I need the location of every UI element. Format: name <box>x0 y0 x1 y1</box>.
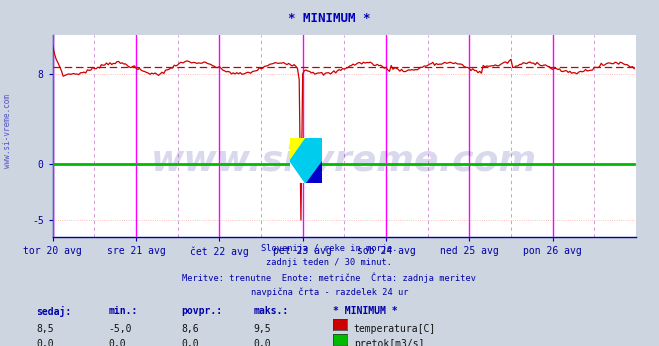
Text: navpična črta - razdelek 24 ur: navpična črta - razdelek 24 ur <box>251 288 408 297</box>
Text: 9,5: 9,5 <box>254 324 272 334</box>
Text: sedaj:: sedaj: <box>36 306 71 317</box>
Text: * MINIMUM *: * MINIMUM * <box>288 12 371 25</box>
Text: 8,6: 8,6 <box>181 324 199 334</box>
Text: Slovenija / reke in morje.: Slovenija / reke in morje. <box>261 244 398 253</box>
Text: -5,0: -5,0 <box>109 324 132 334</box>
Text: www.si-vreme.com: www.si-vreme.com <box>3 94 13 169</box>
Text: 0,0: 0,0 <box>181 339 199 346</box>
Text: Meritve: trenutne  Enote: metrične  Črta: zadnja meritev: Meritve: trenutne Enote: metrične Črta: … <box>183 273 476 283</box>
Text: min.:: min.: <box>109 306 138 316</box>
Text: www.si-vreme.com: www.si-vreme.com <box>152 143 537 177</box>
Text: 8,5: 8,5 <box>36 324 54 334</box>
Polygon shape <box>290 138 322 183</box>
Text: zadnji teden / 30 minut.: zadnji teden / 30 minut. <box>266 258 393 267</box>
Text: 0,0: 0,0 <box>254 339 272 346</box>
Text: 0,0: 0,0 <box>109 339 127 346</box>
Text: maks.:: maks.: <box>254 306 289 316</box>
Polygon shape <box>306 161 322 183</box>
Text: * MINIMUM *: * MINIMUM * <box>333 306 397 316</box>
Polygon shape <box>290 138 306 161</box>
Text: pretok[m3/s]: pretok[m3/s] <box>354 339 424 346</box>
Text: 0,0: 0,0 <box>36 339 54 346</box>
Text: povpr.:: povpr.: <box>181 306 222 316</box>
Text: temperatura[C]: temperatura[C] <box>354 324 436 334</box>
